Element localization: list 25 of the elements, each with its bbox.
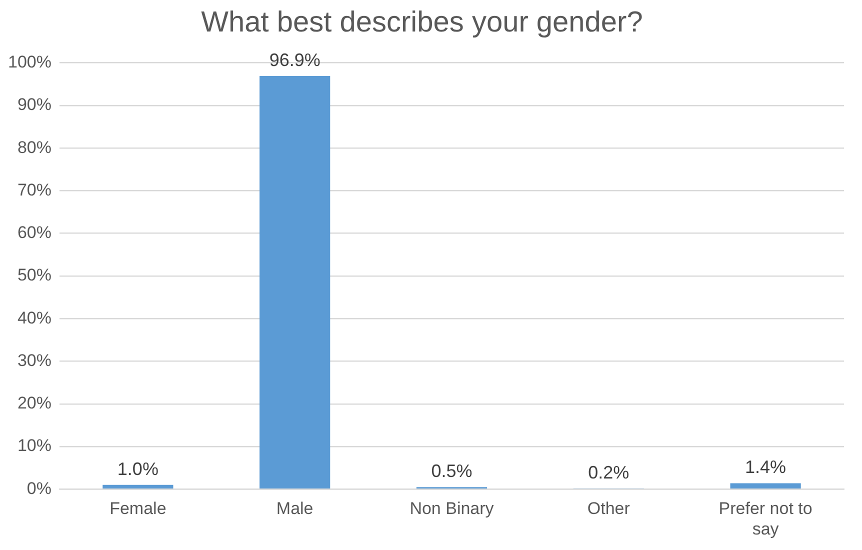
- data-label: 1.0%: [117, 458, 158, 479]
- data-label: 1.4%: [745, 457, 786, 478]
- x-tick-label: Female: [110, 499, 166, 518]
- y-tick-label: 40%: [17, 308, 52, 328]
- x-tick-label: Prefer not to say: [718, 499, 812, 538]
- data-label: 0.2%: [588, 462, 630, 482]
- x-tick-label: Non Binary: [410, 499, 494, 518]
- y-tick-label: 10%: [17, 436, 52, 456]
- y-tick-label: 0%: [26, 478, 52, 498]
- bar: [102, 484, 174, 489]
- y-tick-label: 90%: [17, 95, 52, 114]
- y-tick-label: 30%: [17, 350, 52, 370]
- y-tick-label: 60%: [17, 223, 52, 242]
- y-tick-label: 20%: [17, 394, 52, 413]
- data-label: 0.5%: [431, 461, 472, 482]
- y-tick-label: 100%: [8, 52, 52, 72]
- x-tick-label: Other: [587, 499, 630, 518]
- bar: [260, 76, 330, 489]
- y-tick-label: 80%: [17, 138, 52, 157]
- bar: [730, 483, 801, 489]
- x-tick-label: Male: [276, 499, 314, 518]
- chart-title: What best describes your gender?: [201, 6, 643, 38]
- data-label: 96.9%: [269, 50, 320, 70]
- y-tick-label: 70%: [17, 180, 52, 200]
- y-tick-label: 50%: [17, 266, 52, 285]
